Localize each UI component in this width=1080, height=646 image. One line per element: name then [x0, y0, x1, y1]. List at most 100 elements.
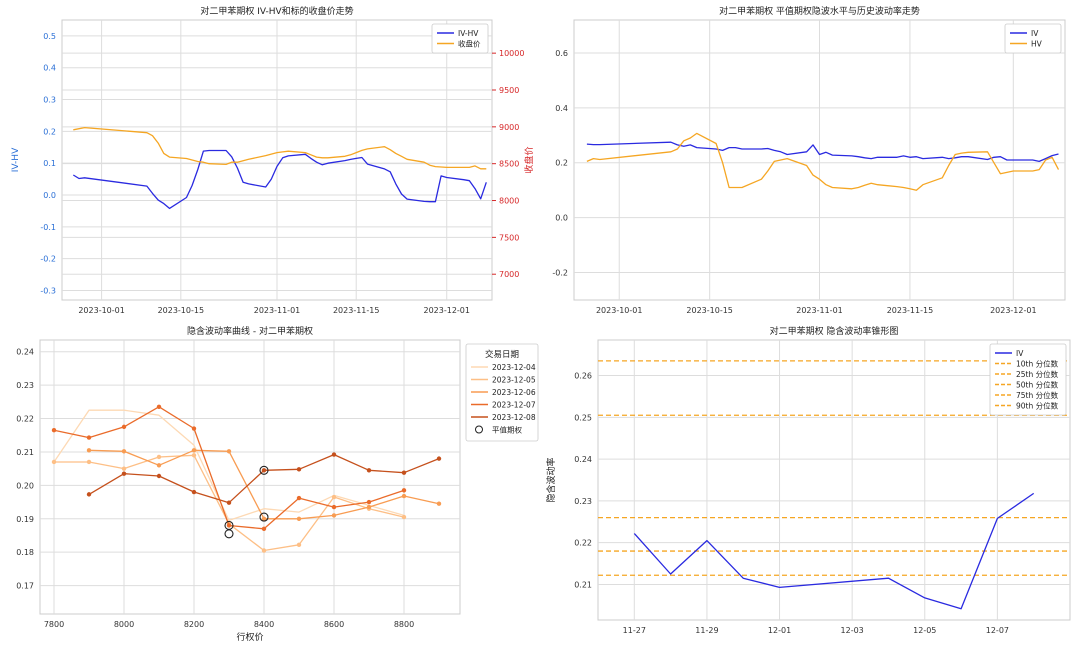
- series-point: [436, 501, 442, 506]
- series-point: [86, 492, 92, 497]
- series-point: [121, 424, 127, 430]
- plot-frame: [39, 339, 461, 615]
- series-point: [366, 468, 372, 473]
- atm-marker: [259, 512, 269, 522]
- series-point: [331, 452, 337, 457]
- series-point: [86, 435, 92, 440]
- series-point: [191, 426, 197, 431]
- x-tick-label: 12-05: [913, 626, 936, 635]
- series-point: [261, 526, 267, 531]
- iv-hv-close-price-chart: -0.3 -0.2 -0.1 0.0 0.1 0.2 0.3 0.4 0.5 7000 7500 80…: [11, 5, 535, 315]
- series-point: [261, 548, 267, 553]
- series-point: [226, 449, 232, 454]
- iv-cone-chart: 0.21 0.22 0.23 0.24 0.25 0.26 11-27 11-29 12-01 1…: [545, 325, 1071, 635]
- legend-item-series-label: 收盘价: [458, 39, 481, 49]
- legend-atm-label: 平值期权: [492, 425, 522, 435]
- y2-tick-label: 10000: [499, 49, 524, 58]
- legend-item-2023-12-04-label: 2023-12-04: [492, 363, 536, 372]
- y-tick-label: 0.5: [43, 32, 56, 41]
- y2-tick-label: 9000: [499, 123, 519, 132]
- series-point: [436, 456, 442, 461]
- x-tick-label: 2023-10-15: [158, 306, 205, 315]
- atm-iv-hv-chart: -0.2 0.0 0.2 0.4 0.6 2023-10-01 2023-10-15 2023…: [552, 5, 1066, 315]
- y-tick-label: 0.0: [555, 214, 568, 223]
- y2-axis-label: 收盘价: [523, 146, 535, 173]
- legend-box: [431, 23, 489, 54]
- series-point: [401, 514, 407, 520]
- series-point: [121, 471, 127, 476]
- chart-title: 隐含波动率曲线 - 对二甲苯期权: [187, 325, 313, 337]
- x-tick-label: 11-27: [623, 626, 646, 635]
- y-tick-label: 0.22: [16, 415, 34, 424]
- y2-tick-label: 7000: [499, 270, 519, 279]
- y2-tick-label: 8500: [499, 160, 519, 169]
- legend-item-percentile-1-label: 25th 分位数: [1016, 369, 1059, 379]
- y2-tick-label: 7500: [499, 233, 519, 242]
- y-axis-label: 隐含波动率: [545, 457, 557, 502]
- series-line-iv-hv: [72, 149, 487, 210]
- y-tick-label: 0.19: [16, 515, 34, 524]
- series-point: [296, 495, 302, 501]
- x-tick-label: 2023-10-01: [596, 306, 643, 315]
- legend-item-2023-12-06-label: 2023-12-06: [492, 388, 536, 397]
- y-tick-label: 0.23: [574, 497, 592, 506]
- series-point: [226, 500, 232, 505]
- x-tick-label: 8600: [324, 620, 344, 629]
- x-tick-label: 8000: [114, 620, 134, 629]
- y-tick-label: 0.24: [16, 348, 34, 357]
- y-tick-label: 0.21: [16, 448, 34, 457]
- chart-title: 对二甲苯期权 IV-HV和标的收盘价走势: [200, 5, 353, 17]
- series-point: [156, 404, 162, 410]
- series-point: [121, 466, 127, 471]
- series-line-iv: [586, 141, 1059, 163]
- y-tick-label: 0.6: [555, 49, 568, 58]
- y2-tick-label: 8000: [499, 197, 519, 206]
- series-point: [366, 504, 372, 510]
- legend-item-2023-12-08-label: 2023-12-08: [492, 413, 536, 422]
- x-tick-label: 11-29: [695, 626, 718, 635]
- x-axis-label: 行权价: [236, 631, 263, 643]
- series-point: [121, 449, 127, 454]
- y-tick-label: 0.0: [43, 191, 56, 200]
- x-tick-label: 8400: [254, 620, 274, 629]
- x-tick-label: 2023-10-01: [78, 306, 125, 315]
- legend-title: 交易日期: [485, 349, 519, 360]
- series-line-iv: [633, 492, 1035, 610]
- y-tick-label: 0.1: [43, 159, 56, 168]
- legend-item-percentile-3-label: 75th 分位数: [1016, 390, 1059, 400]
- x-tick-label: 2023-12-01: [423, 306, 470, 315]
- legend-item-percentile-4-label: 90th 分位数: [1016, 401, 1059, 411]
- legend-item-iv-label: IV: [1016, 349, 1024, 358]
- series-point: [226, 523, 232, 528]
- legend-item-iv-label: IV: [1031, 29, 1039, 38]
- iv-smile-chart: 0.17 0.18 0.19 0.20 0.21 0.22 0.23 0.24 7800 8000…: [16, 325, 539, 643]
- series-point: [156, 463, 162, 468]
- legend-item-iv-hv-label: IV-HV: [458, 29, 479, 38]
- y-tick-label: -0.3: [40, 286, 56, 295]
- x-tick-label: 8800: [394, 620, 414, 629]
- x-tick-label: 2023-11-15: [333, 306, 380, 315]
- series-line-hv: [586, 132, 1060, 191]
- legend-item-hv-label: HV: [1031, 40, 1043, 49]
- series-point: [401, 488, 407, 493]
- legend-atm-swatch: [475, 425, 483, 434]
- y-tick-label: 0.23: [16, 381, 34, 390]
- y-tick-label: -0.2: [40, 255, 56, 264]
- y-tick-label: 0.24: [574, 455, 592, 464]
- chart-title: 对二甲苯期权 平值期权隐波水平与历史波动率走势: [719, 5, 920, 17]
- series-point: [261, 468, 267, 473]
- y-tick-label: 0.26: [574, 372, 592, 381]
- y-tick-label: -0.1: [40, 223, 56, 232]
- series-point: [51, 459, 57, 465]
- legend-item-2023-12-05-label: 2023-12-05: [492, 376, 536, 385]
- y-tick-label: -0.2: [552, 269, 568, 278]
- y-tick-label: 0.17: [16, 582, 34, 591]
- series-point: [156, 473, 162, 479]
- y-tick-label: 0.4: [555, 104, 568, 113]
- series-point: [191, 489, 197, 495]
- y-tick-label: 0.3: [43, 96, 56, 105]
- series-point: [401, 470, 407, 475]
- series-point: [296, 542, 302, 548]
- y-tick-label: 0.2: [555, 159, 568, 168]
- x-tick-label: 8200: [184, 620, 204, 629]
